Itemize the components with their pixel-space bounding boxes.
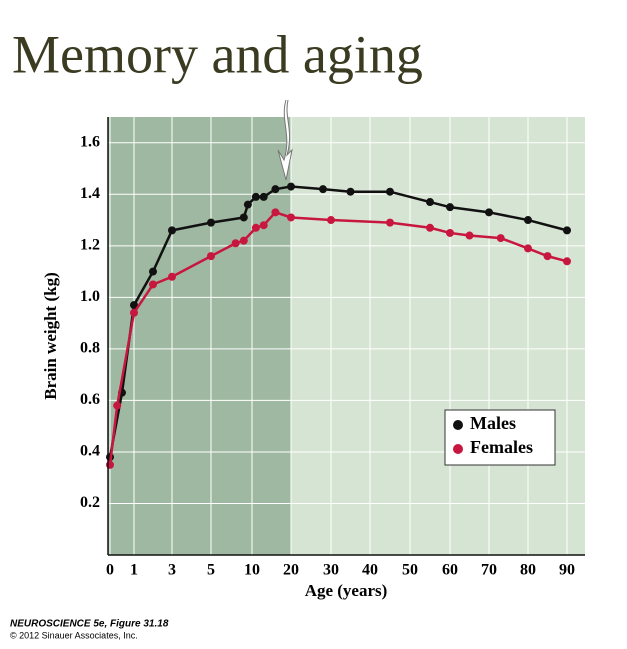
legend-marker: [453, 420, 463, 430]
data-point: [426, 223, 434, 232]
x-tick-label: 50: [402, 562, 418, 579]
data-point: [287, 182, 295, 191]
data-point: [251, 223, 260, 232]
data-point: [149, 267, 157, 276]
data-point: [426, 198, 434, 207]
data-point: [130, 301, 138, 310]
grid: [108, 117, 585, 555]
data-point: [113, 401, 122, 410]
data-point: [243, 200, 252, 209]
data-point: [319, 185, 327, 194]
data-point: [563, 226, 571, 235]
data-point: [259, 192, 268, 201]
y-tick-label: 0.2: [80, 494, 100, 511]
data-point: [231, 239, 240, 248]
data-point: [239, 213, 248, 222]
data-point: [106, 460, 114, 469]
data-point: [207, 218, 215, 227]
y-tick-label: 0.8: [80, 340, 100, 357]
data-point: [496, 234, 505, 243]
data-point: [327, 216, 335, 225]
x-tick-label: 80: [520, 562, 536, 579]
caption-copyright: © 2012 Sinauer Associates, Inc.: [10, 630, 138, 640]
data-point: [251, 192, 260, 201]
arrow-annotation: [277, 99, 293, 181]
x-tick-label: 20: [283, 562, 299, 579]
slide-title: Memory and aging: [12, 24, 423, 84]
early-life-shading: [108, 117, 291, 555]
data-point: [543, 252, 552, 261]
x-tick-label: 90: [559, 562, 575, 579]
x-tick-label: 40: [362, 562, 378, 579]
data-point: [446, 203, 454, 212]
data-point: [168, 272, 176, 281]
data-point: [207, 252, 215, 261]
y-axis-label: Brain weight (kg): [41, 272, 60, 400]
data-point: [271, 208, 280, 217]
data-point: [386, 187, 394, 196]
y-tick-label: 1.4: [80, 185, 100, 202]
data-point: [271, 185, 280, 194]
data-point: [524, 216, 532, 225]
data-point: [287, 213, 295, 222]
legend-box: [444, 409, 556, 466]
x-tick-label: 1: [130, 562, 138, 579]
data-point: [168, 226, 176, 235]
data-point: [563, 257, 571, 266]
x-tick-label: 60: [442, 562, 458, 579]
x-tick-label: 30: [323, 562, 339, 579]
y-tick-label: 0.4: [80, 443, 100, 460]
data-point: [346, 187, 355, 196]
data-point: [446, 228, 454, 237]
y-tick-label: 1.0: [80, 288, 100, 305]
caption-source: NEUROSCIENCE 5e, Figure 31.18: [10, 619, 169, 630]
data-point: [485, 208, 493, 217]
x-tick-label: 0: [106, 562, 114, 579]
data-point: [149, 280, 157, 289]
y-tick-label: 0.6: [80, 391, 100, 408]
data-point: [524, 244, 532, 253]
x-tick-label: 70: [481, 562, 497, 579]
x-axis-label: Age (years): [305, 581, 388, 600]
legend-label: Males: [470, 413, 516, 433]
data-point: [239, 236, 248, 245]
x-tick-label: 10: [244, 562, 260, 579]
data-point: [386, 218, 394, 227]
lines: [106, 182, 571, 469]
legend-label: Females: [470, 437, 533, 457]
y-tick-label: 1.2: [80, 236, 100, 253]
x-tick-label: 5: [207, 562, 215, 579]
data-point: [130, 308, 138, 317]
data-point: [465, 231, 474, 240]
x-tick-label: 3: [168, 562, 176, 579]
y-tick-label: 1.6: [80, 133, 100, 150]
data-point: [259, 221, 268, 230]
legend-marker: [453, 444, 463, 454]
